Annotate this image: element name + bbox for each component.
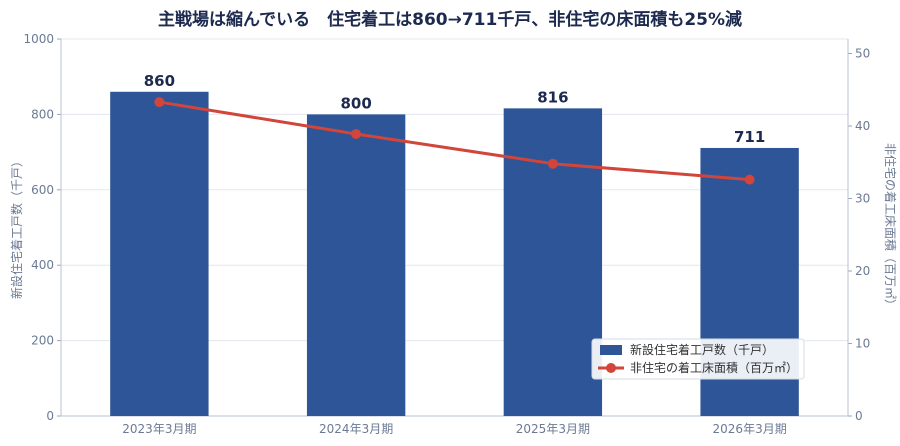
y-axis-label-right: 非住宅の着工床面積（百万㎡） <box>883 143 898 311</box>
chart-title: 主戦場は縮んでいる 住宅着工は860→711千戸、非住宅の床面積も25%減 <box>158 9 742 30</box>
legend-line-label: 非住宅の着工床面積（百万㎡） <box>630 360 798 375</box>
y-tick-label-right: 0 <box>855 409 863 423</box>
legend-bar-label: 新設住宅着工戸数（千戸） <box>630 342 774 357</box>
bar <box>306 114 406 417</box>
y-tick-label-right: 20 <box>855 264 870 278</box>
legend-box <box>591 338 805 380</box>
legend-line-marker <box>606 363 616 373</box>
line-point <box>547 158 558 169</box>
y-tick-label-right: 30 <box>855 192 870 206</box>
x-tick-label: 2025年3月期 <box>516 422 590 436</box>
bar-value-label: 800 <box>340 94 371 112</box>
y-tick-label-left: 800 <box>31 107 54 121</box>
line-point <box>351 128 362 139</box>
y-tick-label-left: 600 <box>31 183 54 197</box>
line-point <box>744 174 755 185</box>
x-tick-label: 2023年3月期 <box>122 422 196 436</box>
data-labels: 860 800 816 711 <box>144 72 766 146</box>
y-tick-label-right: 10 <box>855 337 870 351</box>
y-tick-label-right: 40 <box>855 119 870 133</box>
bar <box>503 108 603 417</box>
x-tick-label: 2024年3月期 <box>319 422 393 436</box>
bar-value-label: 816 <box>537 88 568 106</box>
y-tick-label-left: 400 <box>31 258 54 272</box>
line-point <box>154 97 165 108</box>
bar <box>110 91 209 416</box>
legend: 新設住宅着工戸数（千戸） 非住宅の着工床面積（百万㎡） <box>591 338 805 380</box>
y-tick-label-right: 50 <box>855 47 870 61</box>
y-tick-label-left: 200 <box>31 334 54 348</box>
line-path <box>159 100 750 182</box>
y-tick-label-left: 0 <box>46 409 54 423</box>
x-tick-label: 2026年3月期 <box>713 422 787 436</box>
bar-value-label: 711 <box>734 128 765 146</box>
y-axis-label-left: 新設住宅着工戸数（千戸） <box>9 155 24 299</box>
line-series <box>154 97 755 185</box>
y-tick-label-left: 1000 <box>23 32 54 46</box>
axes: 0 200 400 600 800 1000 0 10 20 30 40 50 2023年3月期 2024… <box>23 32 870 436</box>
legend-bar-swatch <box>600 345 622 355</box>
bar-value-label: 860 <box>144 72 175 90</box>
